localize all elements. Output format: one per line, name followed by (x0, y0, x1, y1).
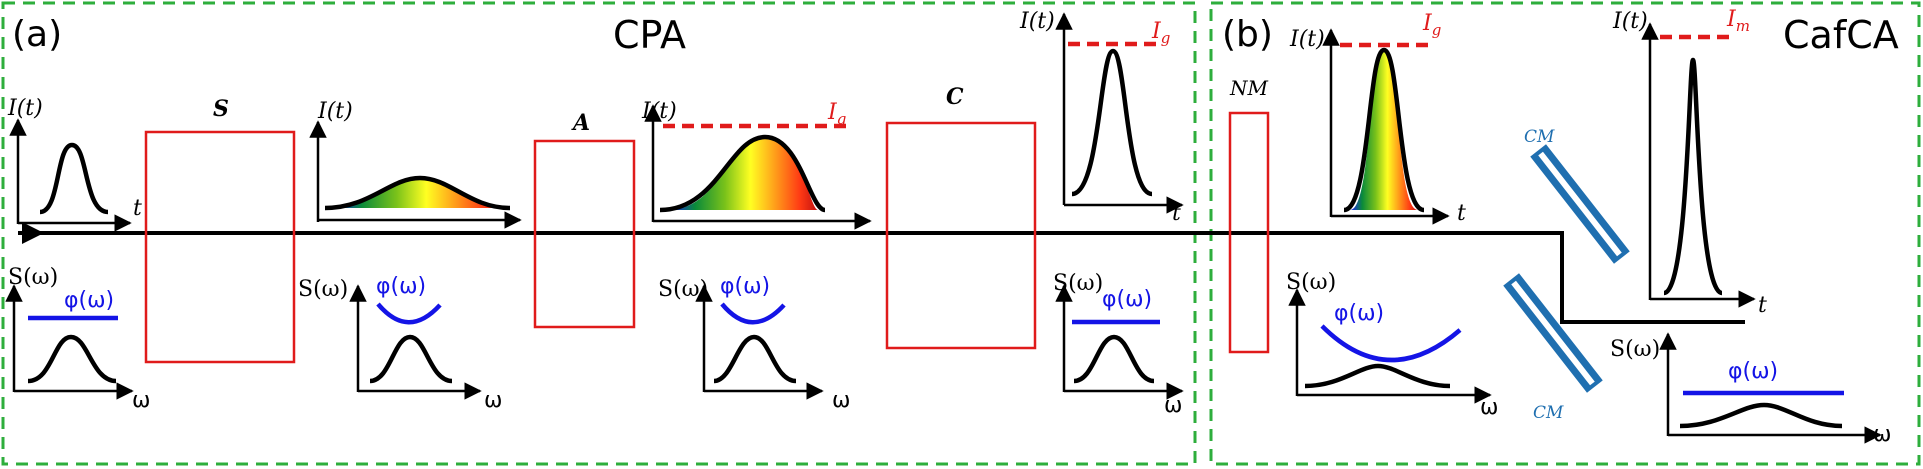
amplifier-box (533, 139, 636, 329)
rainbow-pulse-icon (668, 137, 818, 210)
svg-text:φ(ω): φ(ω) (1102, 287, 1152, 312)
stretcher-box (144, 130, 296, 364)
svg-text:I(t): I(t) (641, 99, 677, 124)
svg-text:ω: ω (1873, 422, 1891, 447)
svg-text:ω: ω (1480, 395, 1498, 420)
panel-a-tag: (a) (12, 14, 62, 55)
chirped-mirror-label-top: CM (1524, 127, 1555, 147)
rainbow-pulse-icon (330, 178, 505, 208)
svg-text:ω: ω (832, 388, 850, 413)
spectrum-plot-final: S(ω) φ(ω) ω (1610, 332, 1891, 447)
rainbow-pulse-icon (1350, 50, 1418, 210)
intensity-plot-broadened: Ig I(t) t (1289, 11, 1466, 226)
svg-text:ω: ω (484, 388, 502, 413)
beam-line-b (1195, 231, 1745, 324)
svg-text:I(t): I(t) (1019, 9, 1055, 34)
svg-text:S(ω): S(ω) (1610, 337, 1660, 362)
svg-text:t: t (1758, 293, 1767, 318)
intensity-plot-compressed: Ig I(t) t (1019, 9, 1184, 226)
svg-text:ω: ω (132, 388, 150, 413)
svg-text:Ig: Ig (1422, 11, 1441, 39)
svg-text:I(t): I(t) (317, 99, 353, 124)
spectrum-plot-input: S(ω) φ(ω) ω (5, 265, 150, 413)
svg-text:φ(ω): φ(ω) (1728, 359, 1778, 384)
intensity-plot-amplified: Ig I(t) (641, 99, 872, 230)
nonlinear-medium-label: NM (1229, 76, 1269, 100)
stretcher-label: S (213, 96, 229, 122)
chirped-mirror-icon (1503, 273, 1603, 393)
svg-text:I(t): I(t) (1612, 9, 1648, 34)
svg-text:t: t (1457, 201, 1466, 226)
svg-text:I(t): I(t) (7, 96, 43, 121)
svg-text:Im: Im (1726, 7, 1750, 35)
panel-b-title: CafCA (1783, 13, 1899, 57)
svg-text:φ(ω): φ(ω) (376, 274, 426, 299)
svg-text:S(ω): S(ω) (8, 265, 58, 290)
svg-text:S(ω): S(ω) (1053, 271, 1103, 296)
nonlinear-medium-box (1228, 111, 1270, 354)
compressor-label: C (946, 84, 964, 110)
arrow-head-icon (22, 222, 44, 244)
svg-text:ω: ω (1164, 393, 1182, 418)
spectrum-plot-stretched: S(ω) φ(ω) ω (298, 274, 502, 413)
svg-text:S(ω): S(ω) (1286, 270, 1336, 295)
svg-text:φ(ω): φ(ω) (720, 274, 770, 299)
svg-text:t: t (133, 196, 142, 221)
svg-text:Ig: Ig (1151, 19, 1170, 47)
intensity-plot-stretched: I(t) (309, 99, 522, 229)
chirped-mirror-label-bottom: CM (1533, 403, 1564, 423)
intensity-plot-final: Im I(t) t (1612, 7, 1767, 318)
panel-b-tag: (b) (1222, 14, 1273, 55)
intensity-plot-input: I(t) t (7, 96, 142, 232)
svg-text:Ig: Ig (827, 100, 846, 128)
amplifier-label: A (571, 110, 590, 136)
spectrum-plot-broadened: S(ω) φ(ω) ω (1286, 270, 1498, 420)
svg-text:S(ω): S(ω) (298, 277, 348, 302)
compressor-box (885, 121, 1037, 350)
panel-a-title: CPA (613, 13, 686, 57)
svg-text:S(ω): S(ω) (658, 277, 708, 302)
svg-text:φ(ω): φ(ω) (64, 288, 114, 313)
svg-text:t: t (1172, 201, 1181, 226)
spectrum-plot-compressed: S(ω) φ(ω) ω (1053, 271, 1184, 418)
svg-text:I(t): I(t) (1289, 27, 1325, 52)
spectrum-plot-amplified: S(ω) φ(ω) ω (658, 274, 850, 413)
chirped-mirror-icon (1530, 144, 1630, 264)
svg-text:φ(ω): φ(ω) (1334, 301, 1384, 326)
